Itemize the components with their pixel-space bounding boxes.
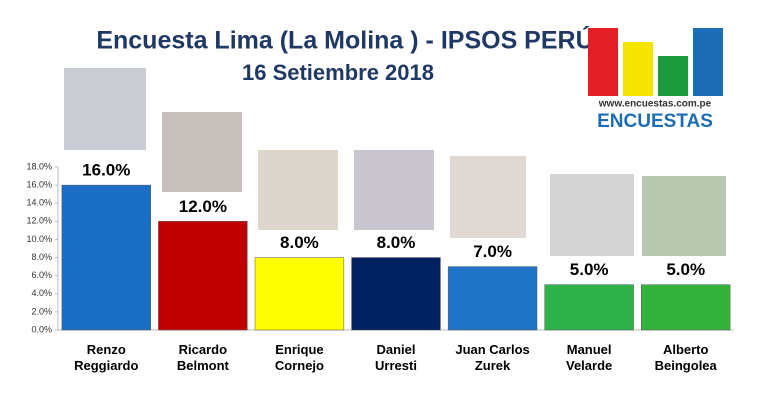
value-label: 16.0% [82, 161, 130, 180]
logo-bar [588, 28, 618, 96]
candidate-photo [162, 112, 242, 192]
x-tick-label: Ricardo Belmont [176, 342, 229, 373]
value-label: 8.0% [377, 233, 416, 252]
value-label: 5.0% [570, 260, 609, 279]
logo-bar [658, 56, 688, 96]
bar [447, 266, 538, 331]
bar [254, 257, 345, 331]
logo-url: www.encuestas.com.pe [598, 99, 712, 110]
candidate-photo [450, 156, 526, 238]
bar [158, 221, 248, 331]
x-tick-label: Alberto Beingolea [654, 342, 717, 373]
chart-title: Encuesta Lima (La Molina ) - IPSOS PERÚ [96, 25, 593, 55]
value-label: 12.0% [179, 197, 227, 216]
y-tick-label: 18.0% [26, 161, 52, 171]
bar [351, 257, 441, 331]
photos [64, 68, 726, 256]
x-tick-label: Renzo Reggiardo [74, 342, 139, 373]
candidate-photo [354, 150, 434, 230]
x-tick-label: Daniel Urresti [375, 342, 417, 373]
bar [641, 284, 731, 331]
logo [588, 28, 723, 96]
y-tick-label: 10.0% [26, 234, 52, 244]
y-tick-label: 2.0% [31, 306, 52, 316]
y-tick-label: 0.0% [31, 324, 52, 334]
value-label: 7.0% [473, 242, 512, 261]
y-tick-label: 16.0% [26, 179, 52, 189]
logo-bar [693, 28, 723, 96]
value-label: 5.0% [666, 260, 705, 279]
x-tick-label: Manuel Velarde [566, 342, 613, 373]
bar [61, 184, 151, 331]
logo-bar [623, 42, 653, 96]
y-tick-label: 8.0% [31, 252, 52, 262]
y-tick-label: 12.0% [26, 216, 52, 226]
bar [544, 284, 634, 331]
logo-name: ENCUESTAS [597, 111, 713, 132]
value-label: 8.0% [280, 233, 319, 252]
candidate-photo [64, 68, 146, 150]
chart-subtitle: 16 Setiembre 2018 [242, 60, 434, 85]
y-tick-label: 6.0% [31, 270, 52, 280]
x-tick-label: Juan Carlos Zurek [455, 342, 530, 373]
candidate-photo [550, 174, 634, 256]
y-tick-label: 4.0% [31, 288, 52, 298]
candidate-photo [642, 176, 726, 256]
x-tick-label: Enrique Cornejo [274, 342, 324, 373]
candidate-photo [258, 150, 338, 230]
y-tick-label: 14.0% [26, 198, 52, 208]
